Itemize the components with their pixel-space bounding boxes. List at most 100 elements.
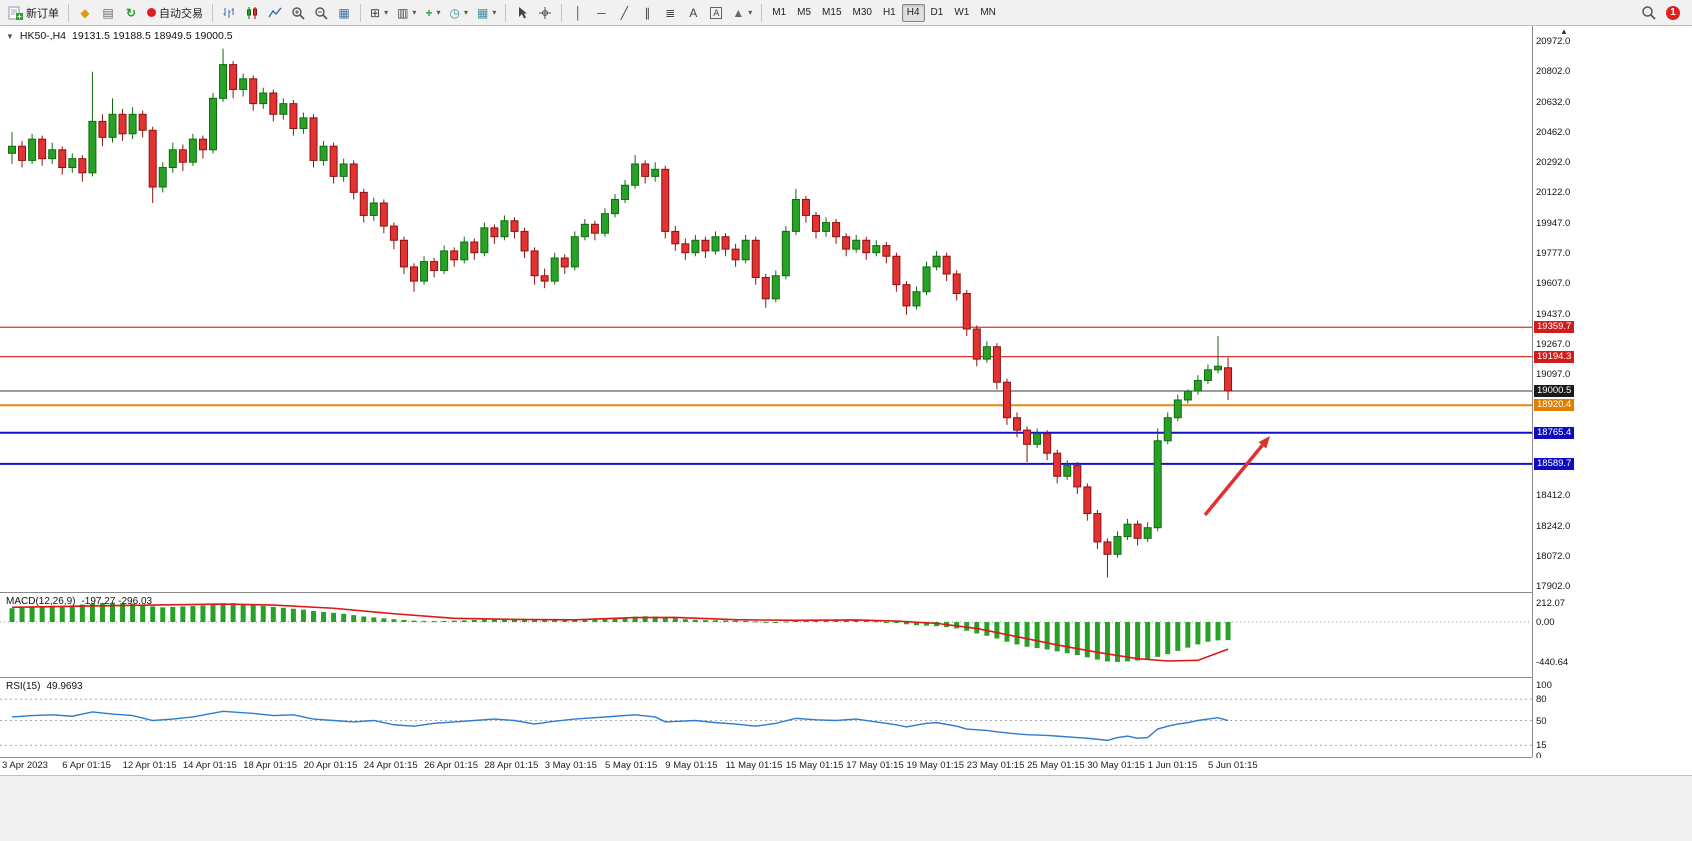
tile-windows-icon: ▦ xyxy=(338,5,350,20)
rsi-scale[interactable]: 100 80 50 15 0 xyxy=(1534,678,1606,762)
template-button[interactable]: ▦ ▾ xyxy=(473,3,500,23)
trendline-icon: ╱ xyxy=(620,5,628,20)
price-line-tag: 19194.3 xyxy=(1534,350,1575,363)
main-chart-panel: ▼ HK50-,H4 19131.5 19188.5 18949.5 19000… xyxy=(0,26,1532,593)
time-axis-label: 17 May 01:15 xyxy=(846,760,904,771)
time-axis-label: 30 May 01:15 xyxy=(1087,760,1145,771)
new-chart-button[interactable]: ⊞ ▾ xyxy=(366,3,392,23)
bar-chart-icon xyxy=(223,7,234,18)
timeframe-w1[interactable]: W1 xyxy=(949,4,974,22)
toolbar-separator xyxy=(505,3,507,22)
indicator-axis-label: 100 xyxy=(1536,680,1552,691)
time-axis[interactable]: 3 Apr 2023 6 Apr 01:15 12 Apr 01:15 14 Apr … xyxy=(0,758,1692,776)
refresh-button[interactable]: ↻ xyxy=(120,3,142,23)
print-icon: ▤ xyxy=(102,5,114,20)
candlestick-chart[interactable] xyxy=(0,26,1532,592)
text-tool-button[interactable]: A xyxy=(682,3,704,23)
metaeditor-button[interactable]: ◆ xyxy=(74,3,96,23)
time-axis-label: 12 Apr 01:15 xyxy=(122,760,177,771)
clock-icon: ◷ xyxy=(449,5,460,20)
tile-windows-button[interactable]: ▦ xyxy=(333,3,355,23)
new-chart-icon: ⊞ xyxy=(370,5,381,20)
timeframe-d1[interactable]: D1 xyxy=(926,4,949,22)
indicator-axis-label: 80 xyxy=(1536,694,1547,706)
fibonacci-tool-button[interactable]: ≣ xyxy=(659,3,681,23)
price-axis-label: 19437.0 xyxy=(1536,308,1571,320)
chart-symbol-period: HK50-,H4 xyxy=(19,30,67,42)
shapes-icon: ▲ xyxy=(732,5,745,20)
print-button[interactable]: ▤ xyxy=(97,3,119,23)
toolbar-right-group: 1 xyxy=(1637,3,1680,23)
channel-tool-button[interactable]: ∥ xyxy=(636,3,658,23)
macd-scale[interactable]: 212.07 0.00 -440.64 xyxy=(1534,593,1606,677)
profiles-icon: ▥ xyxy=(397,5,409,20)
timeframe-m1[interactable]: M1 xyxy=(767,4,791,22)
candlestick-button[interactable] xyxy=(241,3,263,23)
price-axis-label: 17902.0 xyxy=(1536,580,1571,592)
toolbar-separator xyxy=(212,3,213,22)
new-order-button[interactable]: 新订单 xyxy=(4,3,63,23)
price-axis-label: 19267.0 xyxy=(1536,338,1571,350)
notification-badge[interactable]: 1 xyxy=(1666,5,1680,20)
time-axis-label: 24 Apr 01:15 xyxy=(363,760,418,771)
price-line-tag: 18920.4 xyxy=(1534,399,1575,412)
cursor-button[interactable] xyxy=(511,3,533,23)
text-icon: A xyxy=(689,5,698,20)
profiles-button[interactable]: ▥ ▾ xyxy=(393,3,420,23)
macd-chart[interactable] xyxy=(0,593,1532,677)
zoom-out-icon xyxy=(315,6,328,20)
new-order-label: 新订单 xyxy=(26,7,59,20)
price-axis-label: 19947.0 xyxy=(1536,218,1571,230)
time-axis-label: 3 Apr 2023 xyxy=(2,760,48,771)
period-button[interactable]: ◷ ▾ xyxy=(445,3,472,23)
crosshair-button[interactable] xyxy=(534,3,556,23)
cursor-icon xyxy=(518,6,527,18)
zoom-out-button[interactable] xyxy=(310,3,332,23)
price-axis-label: 20462.0 xyxy=(1536,126,1571,138)
chart-ohlc-values: 19131.5 19188.5 18949.5 19000.5 xyxy=(72,30,233,42)
bar-chart-button[interactable] xyxy=(218,3,240,23)
price-axis-label: 20122.0 xyxy=(1536,187,1571,198)
time-axis-label: 3 May 01:15 xyxy=(544,760,597,771)
time-axis-label: 15 May 01:15 xyxy=(785,760,844,771)
indicators-button[interactable]: + ▾ xyxy=(421,3,444,23)
price-axis-label: 18242.0 xyxy=(1536,520,1571,532)
vertical-line-icon: │ xyxy=(574,5,583,20)
metaeditor-icon: ◆ xyxy=(80,5,90,20)
timeframe-m15[interactable]: M15 xyxy=(817,4,846,22)
label-tool-button[interactable]: A xyxy=(705,3,727,23)
chevron-down-icon: ▾ xyxy=(384,8,389,17)
toolbar-separator xyxy=(761,3,763,22)
time-axis-label: 18 Apr 01:15 xyxy=(243,760,298,771)
price-axis-label: 20292.0 xyxy=(1536,156,1571,168)
price-scale[interactable]: ▲ 20972.0 20802.0 20632.0 20462.0 20292.0 201… xyxy=(1534,26,1606,592)
horizontal-line-tool-button[interactable]: ─ xyxy=(590,3,612,23)
timeframe-m30[interactable]: M30 xyxy=(848,4,877,22)
time-axis-label: 11 May 01:15 xyxy=(725,760,783,771)
zoom-in-button[interactable] xyxy=(287,3,309,23)
template-icon: ▦ xyxy=(476,5,489,20)
timeframe-h1[interactable]: H1 xyxy=(878,4,901,22)
horizontal-line-icon: ─ xyxy=(597,5,606,20)
indicator-axis-label: 50 xyxy=(1536,715,1547,727)
auto-trading-button[interactable]: 自动交易 xyxy=(143,3,207,23)
timeframe-mn[interactable]: MN xyxy=(975,4,1001,22)
price-scale-divider xyxy=(1532,26,1533,757)
vertical-line-tool-button[interactable]: │ xyxy=(567,3,589,23)
toolbar-separator xyxy=(360,3,361,22)
time-axis-label: 5 Jun 01:15 xyxy=(1208,760,1258,771)
search-icon xyxy=(1642,6,1656,20)
macd-label: MACD(12,26,9) -197.27 -296.03 xyxy=(6,596,152,607)
price-axis-label: 20972.0 xyxy=(1536,36,1571,48)
timeframe-h4[interactable]: H4 xyxy=(901,3,925,22)
timeframe-m5[interactable]: M5 xyxy=(792,4,816,22)
rsi-chart[interactable] xyxy=(0,678,1532,757)
line-chart-button[interactable] xyxy=(264,3,286,23)
search-button[interactable] xyxy=(1637,3,1660,23)
rsi-panel: RSI(15) 49.9693 xyxy=(0,678,1532,758)
shapes-tool-button[interactable]: ▲ ▾ xyxy=(728,3,756,23)
refresh-icon: ↻ xyxy=(125,5,137,20)
trendline-tool-button[interactable]: ╱ xyxy=(613,3,635,23)
collapse-icon[interactable]: ▼ xyxy=(6,31,14,41)
